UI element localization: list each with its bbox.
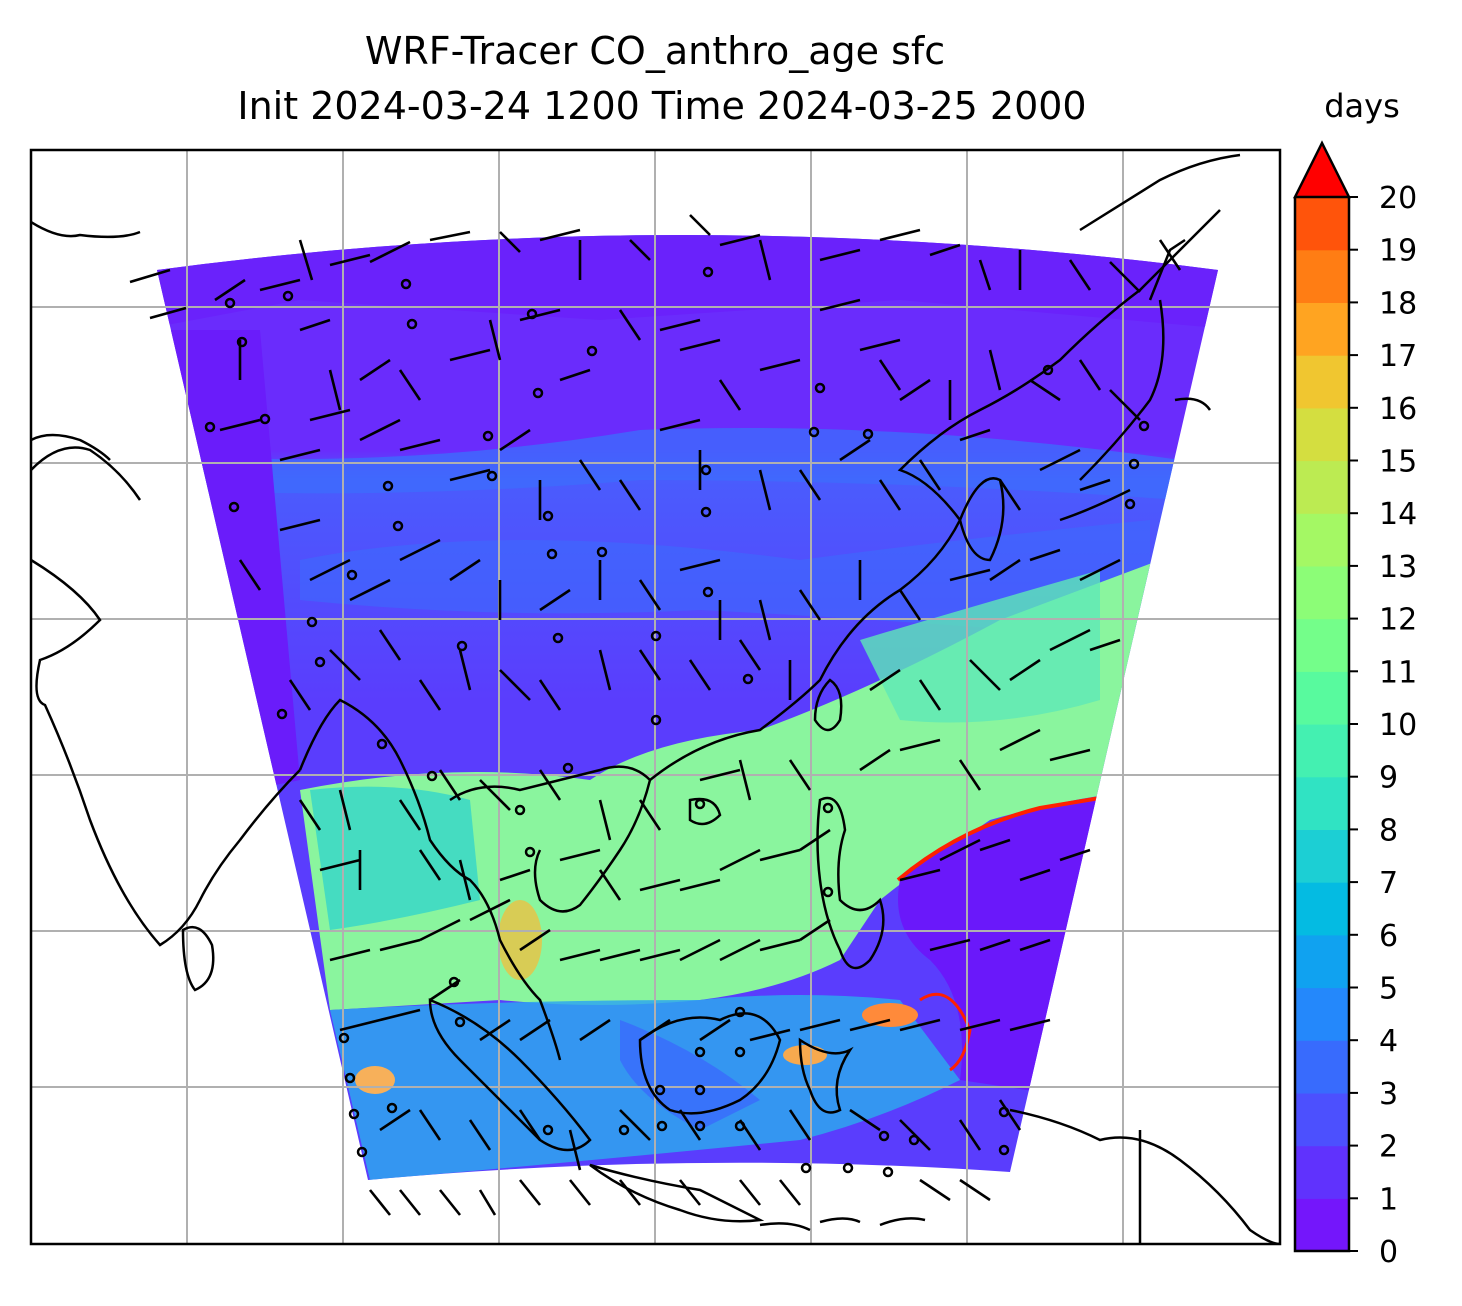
wind-barbs: [129, 214, 1182, 1216]
calm-wind-markers: [204, 266, 1150, 1178]
colorbar-segment: [1295, 565, 1349, 620]
colorbar-tick-label: 19: [1379, 234, 1417, 269]
colorbar-tick-label: 12: [1379, 603, 1417, 638]
colorbar-segment: [1295, 197, 1349, 251]
colorbar-tick-label: 15: [1379, 445, 1417, 480]
chart-title-line1: WRF-Tracer CO_anthro_age sfc: [365, 29, 945, 73]
colorbar-tick-label: 6: [1379, 919, 1398, 954]
colorbar-tick-label: 0: [1379, 1235, 1398, 1270]
colorbar-tick-label: 7: [1379, 866, 1398, 901]
colorbar-tick-label: 3: [1379, 1077, 1398, 1112]
colorbar-tick-label: 10: [1379, 708, 1417, 743]
colorbar-tick-label: 1: [1379, 1182, 1398, 1217]
colorbar-segment: [1295, 776, 1349, 830]
colorbar-segment: [1295, 934, 1349, 989]
colorbar-extend-triangle: [1292, 140, 1352, 199]
colorbar-tick-label: 14: [1379, 497, 1417, 532]
colorbar-segment: [1295, 618, 1349, 672]
gridlines: [31, 150, 1280, 1244]
colorbar-tick-label: 20: [1379, 181, 1417, 216]
colorbar-tick-label: 18: [1379, 286, 1417, 321]
colorbar-segment: [1295, 987, 1349, 1041]
colorbar-tick-label: 11: [1379, 655, 1417, 690]
colorbar-segments: [1295, 197, 1349, 1252]
colorbar-segment: [1295, 249, 1349, 303]
colorbar-tick-label: 13: [1379, 550, 1417, 585]
map-frame: [29, 148, 1282, 1246]
colorbar-segment: [1295, 724, 1349, 778]
colorbar-segment: [1295, 355, 1349, 409]
colorbar-segment: [1295, 407, 1349, 462]
colorbar-segment: [1295, 513, 1349, 567]
colorbar-segment: [1295, 882, 1349, 936]
colorbar-segment: [1295, 1145, 1349, 1199]
colorbar-segment: [1295, 1040, 1349, 1094]
colorbar-tick-label: 17: [1379, 339, 1417, 374]
coastlines: [31, 153, 1280, 1244]
map-panel: [31, 150, 1280, 1244]
colorbar-tick-label: 2: [1379, 1130, 1398, 1165]
colorbar-segment: [1295, 1092, 1349, 1147]
colorbar-tick-label: 4: [1379, 1024, 1398, 1059]
colorbar-segment: [1295, 302, 1349, 356]
colorbar-segment: [1295, 829, 1349, 883]
colorbar-segment: [1295, 1198, 1349, 1252]
colorbar-tick-label: 9: [1379, 761, 1398, 796]
colorbar-tick-label: 8: [1379, 813, 1398, 848]
colorbar-segment: [1295, 671, 1349, 725]
chart-title-line2: Init 2024-03-24 1200 Time 2024-03-25 200…: [237, 84, 1086, 128]
colorbar-tick-label: 16: [1379, 392, 1417, 427]
colorbar-segment: [1295, 460, 1349, 514]
colorbar-label: days: [1324, 87, 1400, 125]
colorbar-tick-label: 5: [1379, 972, 1398, 1007]
